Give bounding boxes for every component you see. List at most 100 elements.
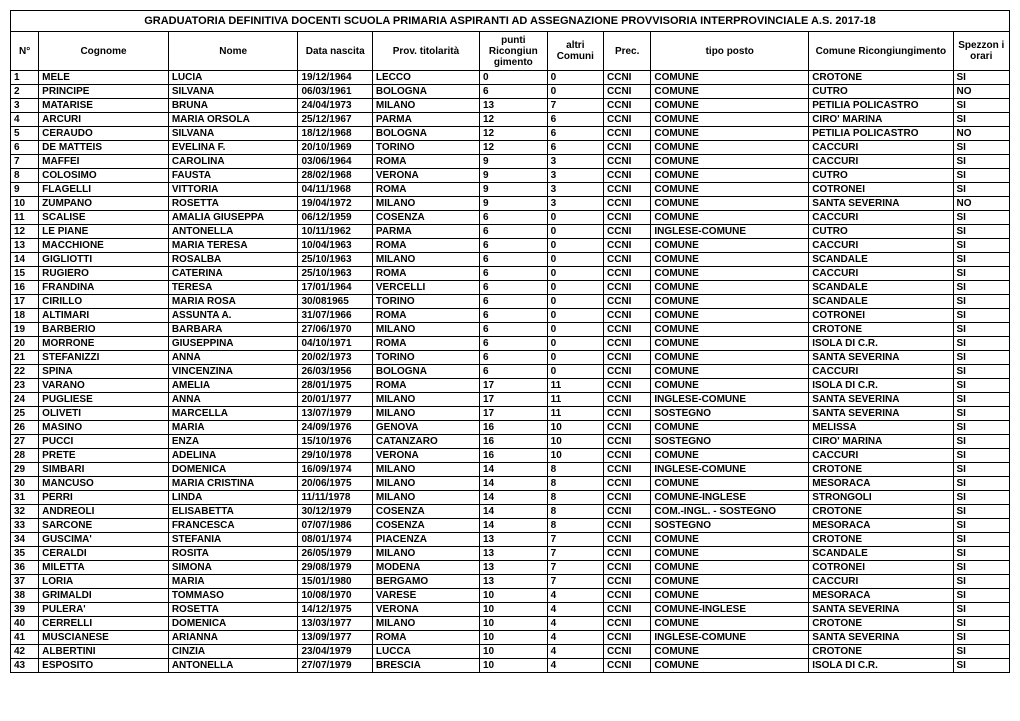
table-cell: CCNI — [604, 533, 651, 547]
table-cell: 20 — [11, 337, 39, 351]
table-row: 27PUCCIENZA15/10/1976CATANZARO1610CCNISO… — [11, 435, 1010, 449]
table-cell: 30/12/1979 — [298, 505, 372, 519]
table-cell: 7 — [547, 547, 603, 561]
table-cell: 13 — [480, 575, 548, 589]
table-cell: 0 — [547, 253, 603, 267]
table-cell: SI — [953, 519, 1010, 533]
table-row: 21STEFANIZZIANNA20/02/1973TORINO60CCNICO… — [11, 351, 1010, 365]
table-cell: MESORACA — [809, 519, 953, 533]
table-cell: 18/12/1968 — [298, 127, 372, 141]
table-cell: INGLESE-COMUNE — [651, 225, 809, 239]
table-cell: 11 — [547, 407, 603, 421]
table-cell: 19 — [11, 323, 39, 337]
table-cell: COMUNE — [651, 253, 809, 267]
table-cell: INGLESE-COMUNE — [651, 463, 809, 477]
table-cell: CACCURI — [809, 267, 953, 281]
table-cell: MARIA CRISTINA — [168, 477, 298, 491]
table-cell: VARANO — [39, 379, 169, 393]
table-cell: COMUNE — [651, 449, 809, 463]
table-cell: ANTONELLA — [168, 659, 298, 673]
table-row: 13MACCHIONEMARIA TERESA10/04/1963ROMA60C… — [11, 239, 1010, 253]
table-cell: CCNI — [604, 603, 651, 617]
table-cell: CACCURI — [809, 239, 953, 253]
table-cell: 3 — [547, 197, 603, 211]
table-cell: SOSTEGNO — [651, 435, 809, 449]
col-cognome: Cognome — [39, 32, 169, 71]
table-cell: TORINO — [372, 141, 479, 155]
table-cell: COMUNE-INGLESE — [651, 491, 809, 505]
table-cell: COMUNE — [651, 99, 809, 113]
table-row: 10ZUMPANOROSETTA19/04/1972MILANO93CCNICO… — [11, 197, 1010, 211]
table-cell: 06/03/1961 — [298, 85, 372, 99]
table-cell: 12 — [480, 113, 548, 127]
table-cell: ADELINA — [168, 449, 298, 463]
table-cell: CCNI — [604, 127, 651, 141]
table-cell: COMUNE — [651, 421, 809, 435]
table-cell: ROSETTA — [168, 603, 298, 617]
table-cell: SI — [953, 379, 1010, 393]
table-cell: CCNI — [604, 449, 651, 463]
table-cell: ARIANNA — [168, 631, 298, 645]
col-nome: Nome — [168, 32, 298, 71]
table-cell: SI — [953, 267, 1010, 281]
table-row: 12LE PIANEANTONELLA10/11/1962PARMA60CCNI… — [11, 225, 1010, 239]
table-row: 39PULERA'ROSETTA14/12/1975VERONA104CCNIC… — [11, 603, 1010, 617]
table-cell: 19/12/1964 — [298, 71, 372, 85]
table-cell: 6 — [480, 309, 548, 323]
table-row: 35CERALDIROSITA26/05/1979MILANO137CCNICO… — [11, 547, 1010, 561]
table-cell: 40 — [11, 617, 39, 631]
table-cell: SARCONE — [39, 519, 169, 533]
table-cell: 8 — [547, 491, 603, 505]
table-cell: CCNI — [604, 253, 651, 267]
table-cell: SI — [953, 561, 1010, 575]
table-cell: 42 — [11, 645, 39, 659]
table-cell: SI — [953, 477, 1010, 491]
table-cell: COMUNE — [651, 575, 809, 589]
table-cell: COMUNE — [651, 365, 809, 379]
table-cell: 30/081965 — [298, 295, 372, 309]
table-row: 7MAFFEICAROLINA03/06/1964ROMA93CCNICOMUN… — [11, 155, 1010, 169]
table-cell: 41 — [11, 631, 39, 645]
table-cell: CCNI — [604, 379, 651, 393]
table-cell: 7 — [547, 561, 603, 575]
table-cell: SANTA SEVERINA — [809, 631, 953, 645]
table-cell: BARBARA — [168, 323, 298, 337]
table-cell: LORIA — [39, 575, 169, 589]
table-cell: SI — [953, 491, 1010, 505]
table-row: 3MATARISEBRUNA24/04/1973MILANO137CCNICOM… — [11, 99, 1010, 113]
table-cell: SCALISE — [39, 211, 169, 225]
table-cell: BOLOGNA — [372, 85, 479, 99]
table-cell: COMUNE — [651, 183, 809, 197]
table-cell: ROSETTA — [168, 197, 298, 211]
table-cell: 20/02/1973 — [298, 351, 372, 365]
table-row: 19BARBERIOBARBARA27/06/1970MILANO60CCNIC… — [11, 323, 1010, 337]
table-cell: SI — [953, 505, 1010, 519]
table-cell: TORINO — [372, 295, 479, 309]
table-cell: MELISSA — [809, 421, 953, 435]
table-cell: 10/11/1962 — [298, 225, 372, 239]
table-cell: 8 — [547, 519, 603, 533]
table-cell: 3 — [547, 183, 603, 197]
table-cell: COMUNE — [651, 659, 809, 673]
table-cell: COLOSIMO — [39, 169, 169, 183]
table-cell: CACCURI — [809, 211, 953, 225]
table-cell: COMUNE — [651, 337, 809, 351]
table-cell: CROTONE — [809, 463, 953, 477]
table-cell: SI — [953, 407, 1010, 421]
table-cell: MILANO — [372, 407, 479, 421]
table-cell: SI — [953, 393, 1010, 407]
table-cell: COMUNE — [651, 645, 809, 659]
table-cell: 9 — [480, 169, 548, 183]
table-cell: SI — [953, 211, 1010, 225]
table-cell: BOLOGNA — [372, 365, 479, 379]
table-cell: MILANO — [372, 547, 479, 561]
table-cell: LUCIA — [168, 71, 298, 85]
table-cell: PRINCIPE — [39, 85, 169, 99]
table-cell: CCNI — [604, 323, 651, 337]
table-cell: 4 — [547, 617, 603, 631]
table-cell: 17 — [480, 393, 548, 407]
table-cell: COMUNE — [651, 239, 809, 253]
table-cell: 7 — [547, 575, 603, 589]
table-cell: COMUNE — [651, 323, 809, 337]
table-cell: SI — [953, 295, 1010, 309]
